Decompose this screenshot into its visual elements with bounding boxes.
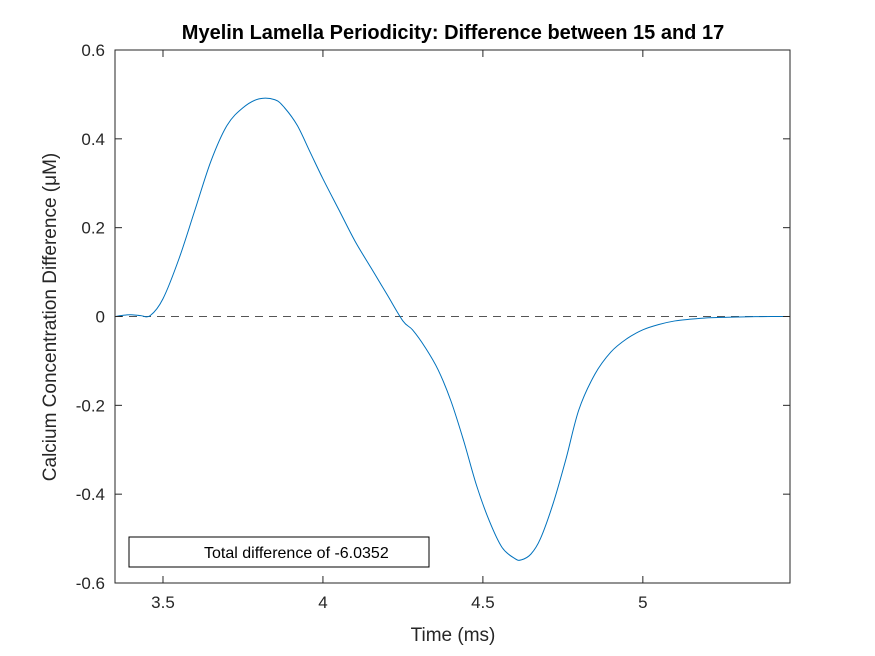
y-tick-label: -0.2 [76, 396, 105, 415]
chart-title: Myelin Lamella Periodicity: Difference b… [182, 22, 724, 44]
y-axis-label: Calcium Concentration Difference (μM) [40, 153, 61, 481]
y-tick-label: -0.6 [76, 574, 105, 593]
y-tick-label: -0.4 [76, 485, 105, 504]
x-tick-label: 3.5 [151, 593, 175, 612]
x-axis-label: Time (ms) [411, 625, 496, 646]
x-tick-label: 4.5 [471, 593, 495, 612]
x-tick-label: 4 [318, 593, 327, 612]
y-tick-label: 0 [96, 308, 105, 327]
y-tick-label: 0.6 [81, 41, 105, 60]
legend-box [128, 536, 430, 568]
y-tick-label: 0.4 [81, 130, 105, 149]
legend: Total difference of -6.0352 [128, 536, 430, 568]
x-tick-label: 5 [638, 593, 647, 612]
legend-entry: Total difference of -6.0352 [204, 545, 389, 562]
y-tick-label: 0.2 [81, 219, 105, 238]
series-line-0 [114, 97, 791, 561]
